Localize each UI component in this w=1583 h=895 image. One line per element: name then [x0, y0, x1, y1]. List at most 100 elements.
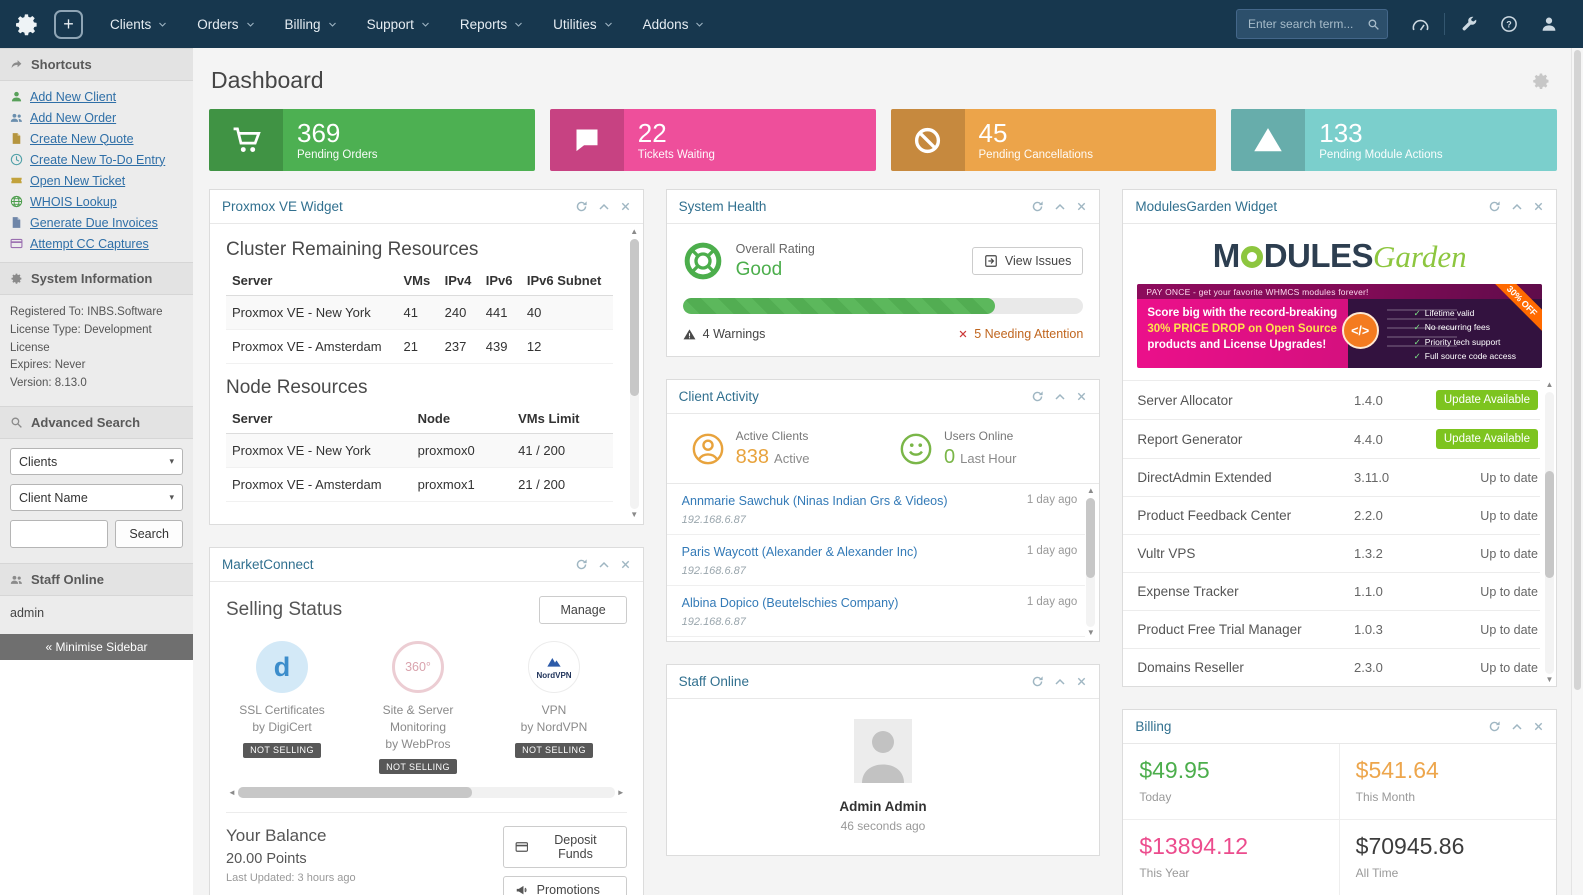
shortcut-whois-lookup[interactable]: WHOIS Lookup — [0, 191, 193, 212]
column-header: Server — [226, 264, 398, 296]
scrollbar-horizontal[interactable]: ◄ ► — [226, 786, 627, 799]
minimise-sidebar-button[interactable]: « Minimise Sidebar — [0, 634, 193, 661]
client-link[interactable]: Albina Dopico (Beutelschies Company) — [681, 596, 899, 610]
search-icon[interactable] — [1367, 18, 1380, 31]
module-version: 4.4.0 — [1353, 431, 1383, 447]
advanced-search-type-select[interactable]: Clients ▾ — [10, 448, 183, 476]
product-tile-vpn[interactable]: NordVPN VPN by NordVPN NOT SELLING — [502, 641, 606, 775]
warnings-link[interactable]: 4 Warnings — [683, 327, 765, 341]
not-selling-badge[interactable]: NOT SELLING — [379, 759, 457, 775]
refresh-icon[interactable] — [1031, 675, 1044, 688]
advanced-search-button[interactable]: Search — [115, 520, 183, 549]
scroll-down-arrow[interactable]: ▼ — [1545, 675, 1554, 684]
product-tile-ssl[interactable]: d SSL Certificates by DigiCert NOT SELLIN… — [230, 641, 334, 775]
scrollbar-vertical[interactable]: ▲ ▼ — [628, 227, 641, 521]
shortcut-create-new-todo[interactable]: Create New To-Do Entry — [0, 149, 193, 170]
overall-rating-value: Good — [735, 258, 783, 280]
collapse-icon[interactable] — [598, 201, 610, 213]
scroll-down-arrow[interactable]: ▼ — [630, 510, 639, 519]
promotions-button[interactable]: Promotions — [502, 875, 627, 895]
column-header: Node — [411, 402, 513, 434]
billing-label: This Year — [1139, 866, 1190, 880]
dashboard-settings-icon[interactable] — [1531, 71, 1551, 91]
stat-card-pending-orders[interactable]: 369 Pending Orders — [209, 109, 535, 171]
refresh-icon[interactable] — [1031, 390, 1044, 403]
shortcut-add-new-order[interactable]: Add New Order — [0, 107, 193, 128]
activity-time: 1 day ago — [1026, 494, 1078, 506]
navbar-search — [1236, 9, 1388, 39]
stat-card-pending-module-actions[interactable]: 133 Pending Module Actions — [1231, 109, 1557, 171]
nav-item-reports[interactable]: Reports — [445, 0, 538, 48]
refresh-icon[interactable] — [575, 558, 588, 571]
scroll-left-arrow[interactable]: ◄ — [228, 787, 236, 797]
help-button[interactable] — [1489, 0, 1529, 48]
nav-item-clients[interactable]: Clients — [95, 0, 182, 48]
not-selling-badge[interactable]: NOT SELLING — [515, 742, 593, 758]
not-selling-badge[interactable]: NOT SELLING — [243, 742, 321, 758]
nav-item-support[interactable]: Support — [352, 0, 445, 48]
needing-attention-link[interactable]: 5 Needing Attention — [958, 327, 1083, 341]
client-link[interactable]: Paris Waycott (Alexander & Alexander Inc… — [681, 545, 918, 559]
widget-title: Billing — [1135, 719, 1172, 734]
scroll-right-arrow[interactable]: ► — [616, 787, 625, 797]
page-scrollbar[interactable] — [1571, 48, 1583, 895]
collapse-icon[interactable] — [1054, 201, 1066, 213]
proxmox-node-table: Server Node VMs Limit Proxmox VE - New Y… — [226, 402, 613, 502]
page-scrollbar-thumb[interactable] — [1574, 50, 1581, 690]
update-available-badge[interactable]: Update Available — [1435, 429, 1538, 449]
stat-card-tickets-waiting[interactable]: 22 Tickets Waiting — [549, 109, 876, 171]
close-icon[interactable] — [1076, 676, 1087, 687]
stat-value: 133 — [1319, 118, 1363, 149]
refresh-icon[interactable] — [1488, 720, 1501, 733]
nav-item-utilities[interactable]: Utilities — [538, 0, 628, 48]
widget-proxmox: Proxmox VE Widget Cluster Remaining Reso… — [209, 189, 644, 525]
scroll-up-arrow[interactable]: ▲ — [1545, 380, 1554, 389]
stat-card-pending-cancellations[interactable]: 45 Pending Cancellations — [890, 109, 1217, 171]
setup-button[interactable] — [1449, 0, 1489, 48]
close-icon[interactable] — [1533, 201, 1544, 212]
scroll-up-arrow[interactable]: ▲ — [1086, 486, 1095, 495]
advanced-search-input[interactable] — [10, 520, 109, 549]
scrollbar-vertical[interactable]: ▲ ▼ — [1543, 380, 1556, 686]
refresh-icon[interactable] — [575, 200, 588, 213]
chevron-down-icon — [158, 20, 167, 29]
close-icon[interactable] — [620, 201, 631, 212]
system-info-expires: Expires: Never — [10, 359, 86, 372]
product-tile-monitoring[interactable]: 360° Site & Server Monitoring by WebPros … — [366, 641, 470, 775]
collapse-icon[interactable] — [1511, 721, 1523, 733]
scrollbar-vertical[interactable]: ▲ ▼ — [1084, 486, 1097, 639]
shortcut-create-new-quote[interactable]: Create New Quote — [0, 128, 193, 149]
collapse-icon[interactable] — [1511, 201, 1523, 213]
collapse-icon[interactable] — [598, 559, 610, 571]
nav-item-billing[interactable]: Billing — [270, 0, 352, 48]
close-icon[interactable] — [620, 559, 631, 570]
quick-add-button[interactable]: + — [54, 9, 83, 39]
nav-item-orders[interactable]: Orders — [182, 0, 269, 48]
view-issues-button[interactable]: View Issues — [971, 247, 1084, 275]
help-icon — [1500, 15, 1518, 33]
collapse-icon[interactable] — [1054, 391, 1066, 403]
nav-item-addons[interactable]: Addons — [628, 0, 720, 48]
close-icon[interactable] — [1076, 201, 1087, 212]
intellisearch-button[interactable] — [1400, 0, 1440, 48]
shortcut-add-new-client[interactable]: Add New Client — [0, 86, 193, 107]
shortcut-attempt-cc-captures[interactable]: Attempt CC Captures — [0, 233, 193, 254]
advanced-search-field-select[interactable]: Client Name ▾ — [10, 484, 183, 512]
scroll-up-arrow[interactable]: ▲ — [630, 227, 639, 236]
modulesgarden-ad-banner[interactable]: PAY ONCE - get your favorite WHMCS modul… — [1137, 284, 1542, 368]
my-account-button[interactable] — [1529, 0, 1569, 48]
close-icon[interactable] — [1076, 391, 1087, 402]
close-icon[interactable] — [1533, 721, 1544, 732]
deposit-funds-button[interactable]: Deposit Funds — [502, 825, 627, 868]
search-input[interactable] — [1246, 16, 1361, 32]
collapse-icon[interactable] — [1054, 676, 1066, 688]
whmcs-logo[interactable] — [8, 0, 44, 48]
update-available-badge[interactable]: Update Available — [1435, 390, 1538, 410]
client-link[interactable]: Annmarie Sawchuk (Ninas Indian Grs & Vid… — [681, 494, 948, 508]
manage-button[interactable]: Manage — [539, 596, 627, 624]
refresh-icon[interactable] — [1488, 200, 1501, 213]
shortcut-open-new-ticket[interactable]: Open New Ticket — [0, 170, 193, 191]
refresh-icon[interactable] — [1031, 200, 1044, 213]
scroll-down-arrow[interactable]: ▼ — [1086, 628, 1095, 637]
shortcut-generate-due-invoices[interactable]: Generate Due Invoices — [0, 212, 193, 233]
